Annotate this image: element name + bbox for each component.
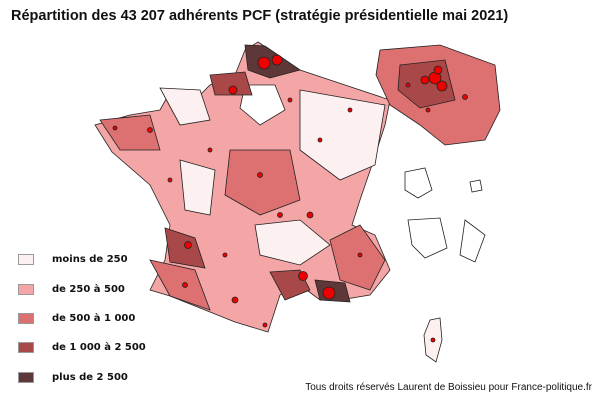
region-mid-west — [99, 114, 161, 151]
circle — [262, 322, 268, 328]
legend-swatch — [18, 342, 34, 353]
legend-label: moins de 250 — [52, 254, 128, 265]
legend-label: de 500 à 1 000 — [52, 313, 136, 324]
region-light-north — [159, 87, 211, 126]
martinique — [407, 217, 448, 259]
circle — [433, 65, 443, 75]
legend-swatch — [18, 254, 34, 265]
legend-item-5: plus de 2 500 — [18, 372, 128, 383]
region-mid-south — [149, 259, 211, 311]
legend-label: de 1 000 à 2 500 — [52, 342, 146, 353]
legend-label: plus de 2 500 — [52, 372, 128, 383]
legend-swatch — [18, 284, 34, 295]
region-dark-gironde — [164, 227, 206, 269]
circle — [287, 97, 293, 103]
reunion — [469, 179, 483, 193]
legend-label: de 250 à 500 — [52, 284, 125, 295]
guadeloupe — [404, 167, 433, 199]
region-light-alps — [254, 219, 331, 266]
region-mid-center — [224, 149, 301, 216]
circle — [430, 337, 436, 343]
circle — [167, 177, 173, 183]
circle — [112, 125, 118, 131]
legend-item-3: de 500 à 1 000 — [18, 313, 135, 324]
circle — [257, 56, 271, 70]
guyane — [459, 219, 486, 263]
circle — [182, 282, 188, 288]
circle — [147, 127, 153, 133]
circle — [322, 286, 336, 300]
region-mid-southeast — [329, 224, 386, 291]
circle — [317, 137, 323, 143]
circle — [271, 54, 283, 66]
circle — [231, 296, 239, 304]
circle — [357, 252, 363, 258]
circle — [462, 94, 468, 100]
circle — [228, 85, 238, 95]
circle — [207, 147, 213, 153]
circle — [425, 107, 431, 113]
circle — [420, 75, 430, 85]
legend-item-4: de 1 000 à 2 500 — [18, 342, 146, 353]
legend-item-2: de 250 à 500 — [18, 284, 125, 295]
region-light-center — [179, 159, 216, 216]
circle — [436, 80, 448, 92]
region-light-east — [299, 89, 386, 181]
region-dark-nord — [209, 71, 253, 96]
credit-text: Tous droits réservés Laurent de Boissieu… — [305, 382, 592, 393]
circle — [184, 241, 192, 249]
circle — [257, 172, 263, 178]
legend-swatch — [18, 313, 34, 324]
circle — [405, 82, 411, 88]
circle — [298, 271, 308, 281]
legend-item-1: moins de 250 — [18, 254, 128, 265]
legend-swatch — [18, 372, 34, 383]
member-circles — [112, 54, 468, 343]
circle — [306, 211, 314, 219]
circle — [277, 212, 283, 218]
circle — [347, 107, 353, 113]
circle — [222, 252, 228, 258]
map-title: Répartition des 43 207 adhérents PCF (st… — [11, 8, 509, 24]
